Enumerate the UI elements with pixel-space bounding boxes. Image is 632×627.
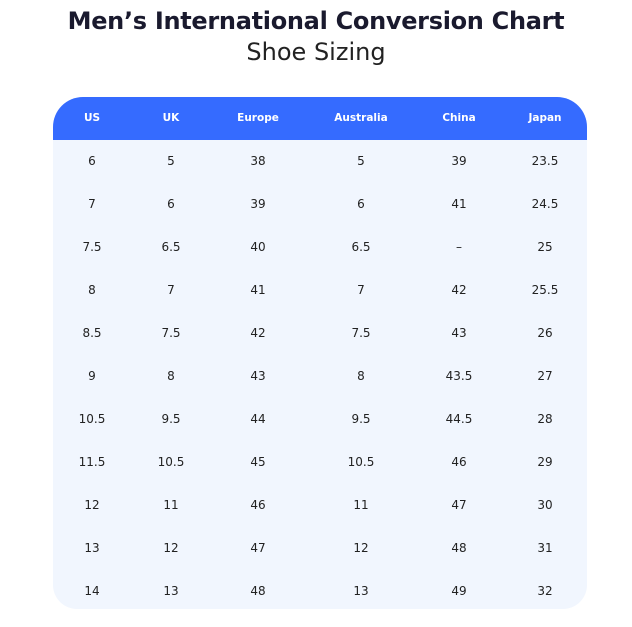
table-cell-uk: 9.5	[161, 412, 181, 426]
table-cell-australia: 5	[357, 154, 365, 168]
table-cell-japan: 32	[537, 584, 553, 598]
table-cell-japan: 27	[537, 369, 553, 383]
conversion-table: US UK Europe Australia China Japan 6 5 38 5 39 23.…	[53, 97, 587, 609]
table-row: 12 11 46 11 47 30	[53, 484, 587, 527]
table-cell-europe: 47	[250, 541, 266, 555]
table-row: 11.5 10.5 45 10.5 46 29	[53, 441, 587, 484]
chart-subtitle: Shoe Sizing	[246, 38, 386, 66]
table-cell-japan: 28	[537, 412, 553, 426]
table-cell-china: 43	[451, 326, 467, 340]
column-header-japan: Japan	[528, 112, 562, 124]
table-row: 8.5 7.5 42 7.5 43 26	[53, 312, 587, 355]
table-cell-us: 6	[88, 154, 96, 168]
table-cell-uk: 13	[163, 584, 179, 598]
table-cell-uk: 6	[167, 197, 175, 211]
table-cell-uk: 5	[167, 154, 175, 168]
column-header-australia: Australia	[334, 112, 388, 124]
table-row: 10.5 9.5 44 9.5 44.5 28	[53, 398, 587, 441]
table-row: 9 8 43 8 43.5 27	[53, 355, 587, 398]
table-cell-japan: 31	[537, 541, 553, 555]
table-cell-australia: 6	[357, 197, 365, 211]
table-cell-china: 42	[451, 283, 467, 297]
table-cell-us: 11.5	[78, 455, 106, 469]
table-cell-us: 7	[88, 197, 96, 211]
table-cell-japan: 24.5	[531, 197, 559, 211]
table-row: 7.5 6.5 40 6.5 – 25	[53, 226, 587, 269]
table-row: 6 5 38 5 39 23.5	[53, 140, 587, 183]
column-header-us: US	[83, 112, 101, 124]
table-cell-japan: 30	[537, 498, 553, 512]
table-cell-china: 49	[451, 584, 467, 598]
table-cell-us: 7.5	[82, 240, 102, 254]
table-cell-europe: 41	[250, 283, 266, 297]
table-cell-china: 48	[451, 541, 467, 555]
table-cell-europe: 48	[250, 584, 266, 598]
table-cell-japan: 23.5	[531, 154, 559, 168]
table-cell-uk: 7	[167, 283, 175, 297]
column-header-uk: UK	[162, 112, 180, 124]
table-row: 8 7 41 7 42 25.5	[53, 269, 587, 312]
column-header-china: China	[442, 112, 476, 124]
table-cell-us: 8	[88, 283, 96, 297]
table-cell-us: 10.5	[78, 412, 106, 426]
table-row: 13 12 47 12 48 31	[53, 527, 587, 570]
table-cell-australia: 13	[353, 584, 369, 598]
table-cell-china: 46	[451, 455, 467, 469]
table-cell-australia: 9.5	[351, 412, 371, 426]
table-cell-uk: 12	[163, 541, 179, 555]
table-cell-australia: 11	[353, 498, 369, 512]
table-cell-europe: 43	[250, 369, 266, 383]
table-row: 14 13 48 13 49 32	[53, 570, 587, 609]
table-row: 7 6 39 6 41 24.5	[53, 183, 587, 226]
table-cell-japan: 29	[537, 455, 553, 469]
table-cell-china: 39	[451, 154, 467, 168]
table-cell-europe: 44	[250, 412, 266, 426]
table-cell-australia: 10.5	[347, 455, 375, 469]
table-cell-china: 44.5	[445, 412, 473, 426]
table-cell-china: 47	[451, 498, 467, 512]
table-cell-us: 13	[84, 541, 100, 555]
table-cell-australia: 8	[357, 369, 365, 383]
table-cell-us: 14	[84, 584, 100, 598]
table-cell-australia: 7	[357, 283, 365, 297]
table-cell-japan: 25.5	[531, 283, 559, 297]
table-cell-europe: 39	[250, 197, 266, 211]
table-cell-china: 43.5	[445, 369, 473, 383]
table-cell-us: 12	[84, 498, 100, 512]
table-cell-china: 41	[451, 197, 467, 211]
table-cell-uk: 11	[163, 498, 179, 512]
table-cell-china: –	[456, 240, 462, 254]
table-cell-uk: 6.5	[161, 240, 181, 254]
table-cell-us: 8.5	[82, 326, 102, 340]
table-cell-australia: 7.5	[351, 326, 371, 340]
table-header: US UK Europe Australia China Japan	[53, 97, 587, 140]
table-cell-europe: 46	[250, 498, 266, 512]
chart-title: Men’s International Conversion Chart	[67, 7, 565, 35]
table-cell-uk: 7.5	[161, 326, 181, 340]
table-cell-us: 9	[88, 369, 96, 383]
table-cell-europe: 42	[250, 326, 266, 340]
table-cell-japan: 25	[537, 240, 553, 254]
table-cell-australia: 6.5	[351, 240, 371, 254]
table-cell-europe: 38	[250, 154, 266, 168]
table-cell-uk: 8	[167, 369, 175, 383]
table-cell-europe: 40	[250, 240, 266, 254]
table-cell-australia: 12	[353, 541, 369, 555]
table-cell-japan: 26	[537, 326, 553, 340]
table-cell-uk: 10.5	[157, 455, 185, 469]
column-header-europe: Europe	[237, 112, 279, 124]
table-cell-europe: 45	[250, 455, 266, 469]
